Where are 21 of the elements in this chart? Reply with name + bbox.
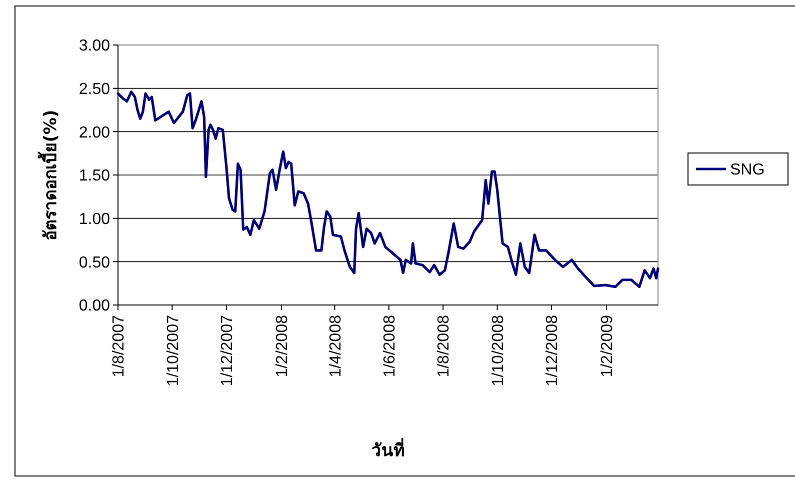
x-tick-label: 1/2/2009: [599, 314, 616, 378]
x-tick-label: 1/4/2008: [327, 314, 344, 378]
y-tick-label: 1.00: [78, 210, 110, 228]
y-axis-title: อัตราดอกเบี้ย(%): [37, 110, 61, 240]
legend-label: SNG: [730, 162, 765, 179]
x-tick-label: 1/8/2007: [110, 314, 128, 378]
y-tick-label: 0.50: [78, 254, 110, 272]
x-tick-label: 1/12/2007: [218, 314, 236, 386]
x-tick-label: 1/10/2007: [164, 314, 182, 386]
y-tick-label: 2.00: [78, 124, 110, 142]
y-tick-label: 0.00: [78, 298, 110, 315]
y-tick-label: 3.00: [78, 38, 110, 55]
x-axis-title: วันที่: [372, 438, 404, 461]
line-series: [116, 90, 660, 288]
x-tick-label: 1/12/2008: [544, 314, 562, 386]
x-tick-label: 1/6/2008: [381, 314, 398, 378]
y-tick-label: 2.50: [78, 80, 110, 98]
x-tick-label: 1/10/2008: [490, 314, 507, 386]
x-tick-label: 1/2/2008: [274, 314, 292, 378]
y-tick-label: 1.50: [78, 168, 110, 185]
x-tick-label: 1/8/2008: [436, 314, 453, 378]
